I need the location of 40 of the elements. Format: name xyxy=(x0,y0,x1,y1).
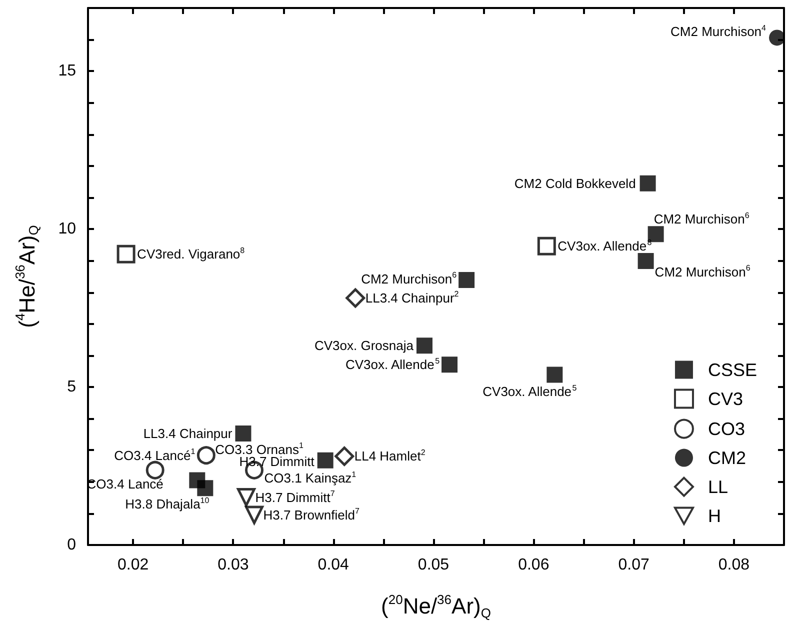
point xyxy=(334,446,354,466)
x-tick-label: 0.06 xyxy=(518,556,550,574)
point xyxy=(116,244,136,264)
point xyxy=(537,236,556,256)
annotation: LL3.4 Chainpur xyxy=(143,426,233,441)
x-tick-label: 0.05 xyxy=(418,556,450,574)
annotation: CM2 Cold Bokkeveld xyxy=(514,176,636,191)
point xyxy=(346,288,366,308)
legend-label: LL xyxy=(708,476,728,497)
legend-label: CV3 xyxy=(708,388,743,409)
point xyxy=(416,338,432,354)
y-tick-label: 15 xyxy=(58,62,76,80)
legend-label: H xyxy=(708,506,721,526)
point xyxy=(458,272,475,288)
x-tick-label: 0.02 xyxy=(117,556,149,574)
point xyxy=(196,446,216,465)
annotation: CV3ox. Grosnaja xyxy=(314,338,414,354)
point xyxy=(638,253,654,270)
point xyxy=(546,366,563,383)
point xyxy=(769,30,785,46)
point xyxy=(244,506,264,524)
legend-label: CSSE xyxy=(708,360,758,380)
point xyxy=(197,480,214,496)
legend-label: CO3 xyxy=(708,418,745,439)
point xyxy=(146,460,164,480)
point xyxy=(235,425,252,442)
point xyxy=(317,452,334,468)
y-axis-title: (4He/36Ar)Q xyxy=(12,225,41,328)
x-tick-label: 0.04 xyxy=(318,556,350,574)
x-tick-label: 0.07 xyxy=(618,556,650,574)
x-tick-label: 0.03 xyxy=(218,556,249,574)
legend-label: CM2 xyxy=(708,448,746,468)
y-tick-label: 5 xyxy=(67,378,76,396)
x-tick-label: 0.08 xyxy=(718,556,750,574)
point xyxy=(442,356,458,373)
y-tick-label: 0 xyxy=(67,536,76,554)
annotation: H3.7 Dimmitt xyxy=(239,454,315,469)
point xyxy=(640,175,656,192)
y-tick-label: 10 xyxy=(58,220,76,238)
point xyxy=(236,488,256,507)
